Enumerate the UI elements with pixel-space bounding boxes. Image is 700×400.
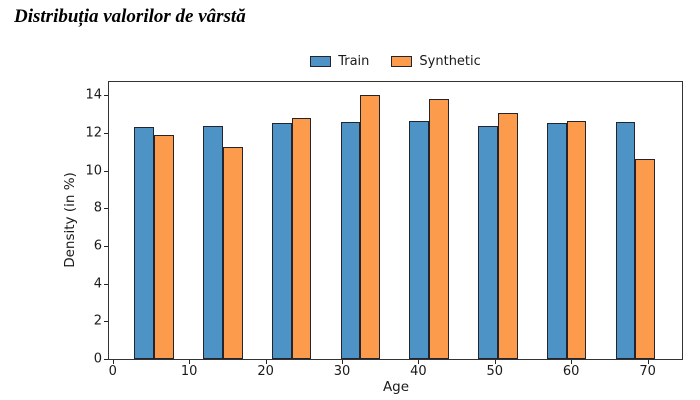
bar-synthetic-2 — [291, 117, 312, 359]
y-tick-mark — [104, 132, 108, 134]
bar-synthetic-6 — [566, 120, 587, 359]
bar-train-6 — [546, 122, 567, 359]
y-tick-label: 2 — [93, 313, 102, 329]
x-tick-label: 0 — [108, 364, 117, 379]
x-tick-mark — [571, 360, 573, 364]
y-tick-label: 6 — [93, 238, 102, 254]
synthetic-swatch — [391, 55, 413, 67]
x-tick-mark — [265, 360, 267, 364]
bar-train-4 — [409, 120, 430, 359]
bar-synthetic-7 — [635, 159, 656, 359]
x-tick-label: 20 — [257, 364, 274, 379]
plot-area — [108, 81, 683, 360]
x-tick-mark — [112, 360, 114, 364]
legend: Train Synthetic — [108, 51, 683, 71]
y-tick-mark — [104, 321, 108, 323]
legend-label-train: Train — [338, 53, 370, 69]
train-swatch — [310, 55, 332, 67]
x-tick-mark — [494, 360, 496, 364]
bar-train-3 — [340, 121, 361, 359]
y-tick-label: 0 — [93, 351, 102, 367]
y-tick-mark — [104, 170, 108, 172]
x-tick-label: 50 — [486, 364, 504, 379]
bar-train-2 — [271, 122, 292, 359]
x-tick-mark — [189, 360, 191, 364]
legend-item-train: Train — [310, 55, 369, 68]
y-tick-mark — [104, 359, 108, 360]
y-tick-mark — [104, 245, 108, 247]
y-tick-label: 10 — [85, 163, 102, 179]
chart-title: Distribuția valorilor de vârstă — [14, 6, 246, 27]
x-tick-label: 40 — [410, 364, 427, 379]
x-tick-label: 60 — [562, 364, 580, 379]
y-tick-label: 12 — [85, 125, 102, 141]
y-tick-label: 14 — [85, 87, 102, 103]
x-axis-label: Age — [382, 379, 410, 395]
bar-synthetic-3 — [360, 95, 381, 359]
x-tick-mark — [342, 360, 343, 364]
x-tick-label: 70 — [639, 364, 656, 379]
y-tick-mark — [104, 95, 108, 97]
y-tick-mark — [104, 208, 108, 210]
y-axis-label: Density (in %) — [62, 172, 78, 268]
x-tick-label: 30 — [333, 364, 351, 379]
x-tick-mark — [647, 360, 649, 364]
legend-item-synthetic: Synthetic — [391, 53, 481, 69]
x-tick-label: 10 — [180, 364, 198, 379]
bar-synthetic-0 — [154, 134, 174, 359]
bar-synthetic-5 — [497, 113, 518, 359]
y-tick-label: 8 — [93, 200, 102, 216]
bar-synthetic-1 — [222, 147, 243, 359]
y-tick-label: 4 — [93, 276, 102, 292]
bar-train-1 — [203, 126, 223, 359]
bar-train-5 — [478, 126, 498, 359]
y-tick-mark — [104, 283, 108, 285]
legend-label-synthetic: Synthetic — [419, 53, 481, 69]
bar-train-7 — [615, 121, 636, 359]
x-tick-mark — [418, 360, 420, 364]
bar-synthetic-4 — [429, 99, 449, 359]
bar-train-0 — [134, 127, 155, 359]
